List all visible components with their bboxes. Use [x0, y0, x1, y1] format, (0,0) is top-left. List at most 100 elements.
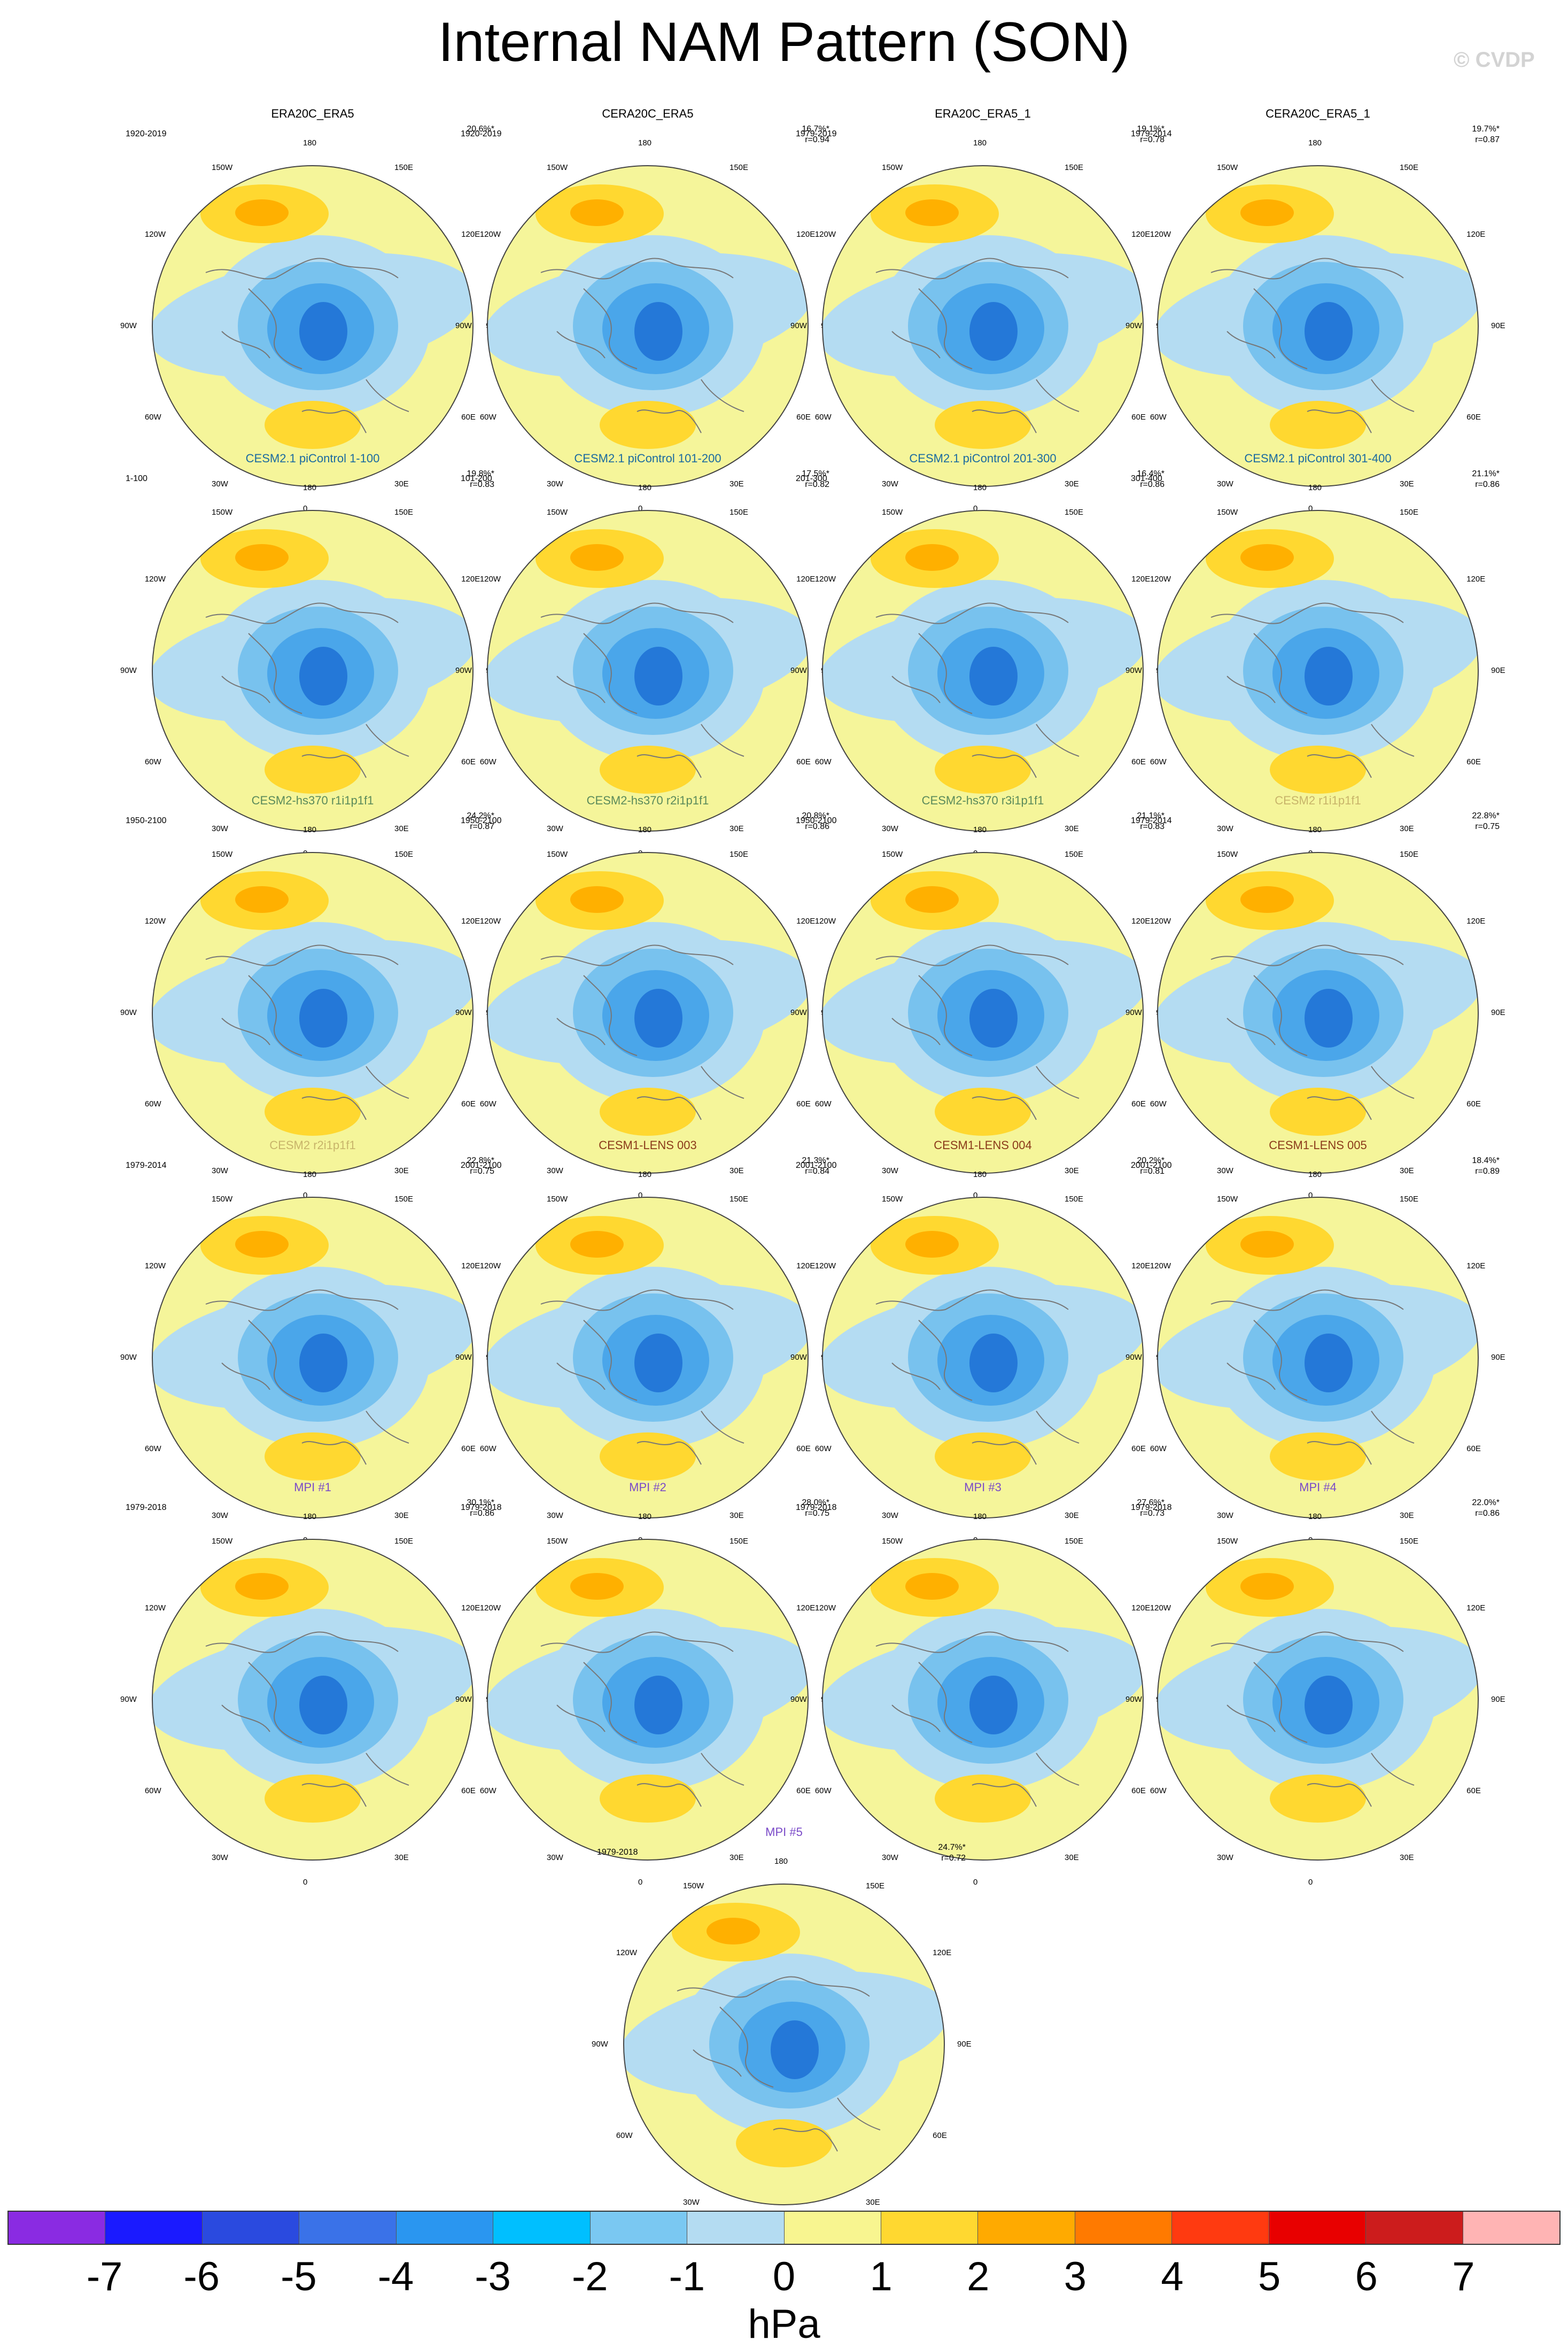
longitude-label: 60W — [814, 1444, 832, 1453]
map-border — [822, 852, 1144, 1174]
panel-period: 101-200 — [461, 474, 492, 483]
longitude-label: 90W — [1125, 1695, 1142, 1704]
longitude-label: 30W — [212, 1166, 228, 1176]
longitude-label: 120W — [814, 1261, 836, 1270]
colorbar-segment — [784, 2212, 881, 2244]
longitude-label: 60W — [479, 1786, 496, 1795]
coastline — [540, 602, 744, 778]
colorbar-segment — [105, 2212, 203, 2244]
panel-title: CERA20C_ERA5_1 — [1266, 107, 1370, 120]
longitude-label: 30E — [729, 1511, 744, 1521]
panel-variance: 24.2%* r=0.87 — [467, 811, 494, 831]
longitude-label: 60W — [616, 2131, 633, 2140]
longitude-label: 0 — [638, 1878, 643, 1887]
longitude-label: 120W — [814, 575, 836, 584]
longitude-label: 120E — [461, 230, 480, 239]
map-border — [487, 1539, 809, 1861]
map-panel: CESM1-LENS 004 2001-2100 20.2%* r=0.81 180 15… — [790, 1138, 1170, 1545]
longitude-label: 0 — [638, 1191, 643, 1200]
longitude-label: 150E — [729, 1194, 749, 1204]
longitude-label: 30E — [729, 1166, 744, 1176]
coastline — [1210, 602, 1415, 778]
coastline — [1210, 258, 1415, 433]
longitude-label: 30E — [1400, 479, 1414, 489]
longitude-label: 180 — [303, 483, 317, 492]
map-border — [822, 510, 1144, 832]
longitude-label: 60W — [144, 1786, 161, 1795]
longitude-label: 120W — [144, 575, 166, 584]
colorbar-tick-label: -6 — [183, 2254, 220, 2299]
watermark: © CVDP — [1454, 48, 1535, 72]
panel-period: 1979-2014 — [1131, 129, 1172, 138]
longitude-label: 120W — [814, 1603, 836, 1613]
longitude-label: 120E — [796, 1603, 816, 1613]
longitude-label: 60W — [144, 757, 161, 766]
longitude-label: 120E — [796, 230, 816, 239]
panel-title: CESM2.1 piControl 201-300 — [909, 452, 1057, 465]
panel-period: 1979-2018 — [597, 1848, 638, 1857]
longitude-label: 90E — [1491, 666, 1505, 675]
panel-title: CERA20C_ERA5 — [602, 107, 694, 120]
longitude-label: 30W — [882, 1511, 898, 1521]
panel-title: MPI #2 — [629, 1481, 666, 1494]
longitude-label: 30E — [729, 824, 744, 834]
longitude-label: 150E — [394, 162, 414, 172]
panel-title: CESM2-hs370 r2i1p1f1 — [586, 794, 709, 807]
longitude-label: 120E — [1466, 1261, 1486, 1270]
colorbar-tick-label: 1 — [870, 2254, 892, 2299]
longitude-label: 180 — [973, 1512, 987, 1521]
coastline — [540, 944, 744, 1120]
panel-period: 1950-2100 — [796, 816, 837, 825]
longitude-label: 90W — [790, 321, 807, 330]
longitude-label: 60W — [1150, 1786, 1167, 1795]
polar-map — [152, 165, 473, 487]
longitude-label: 120W — [1150, 575, 1171, 584]
polar-map — [152, 1197, 473, 1518]
longitude-label: 90W — [120, 1353, 137, 1362]
longitude-label: 180 — [1308, 1512, 1322, 1521]
panel-title: ERA20C_ERA5_1 — [935, 107, 1031, 120]
longitude-label: 180 — [638, 483, 652, 492]
longitude-label: 60W — [479, 1099, 496, 1109]
map-panel: CESM2-hs370 r2i1p1f1 1950-2100 20.8%* r=0.8… — [455, 794, 835, 1200]
coastline — [875, 944, 1080, 1120]
map-panel: MPI #4 1979-2018 22.0%* r=0.86 180 150E 120E 90… — [1125, 1481, 1505, 1887]
colorbar-tick-label: 0 — [772, 2254, 796, 2299]
longitude-label: 60W — [479, 757, 496, 766]
panel-variance: 16.7%* r=0.94 — [802, 125, 829, 144]
longitude-label: 180 — [774, 1857, 788, 1866]
longitude-label: 120W — [814, 230, 836, 239]
panel-variance: 24.7%* r=0.72 — [938, 1843, 966, 1863]
longitude-label: 150E — [1400, 849, 1419, 859]
panel-title: CESM2-hs370 r1i1p1f1 — [251, 794, 374, 807]
longitude-label: 150E — [1400, 1536, 1419, 1546]
longitude-label: 120E — [461, 575, 480, 584]
longitude-label: 30W — [1217, 479, 1233, 489]
panel-period: 1979-2018 — [1131, 1503, 1172, 1512]
colorbar-units: hPa — [748, 2301, 820, 2347]
longitude-label: 120W — [1150, 1603, 1171, 1613]
longitude-label: 60E — [796, 413, 811, 422]
longitude-label: 30W — [1217, 824, 1233, 834]
longitude-label: 120W — [479, 1261, 501, 1270]
longitude-label: 30E — [729, 479, 744, 489]
longitude-label: 90W — [790, 1695, 807, 1704]
longitude-label: 30W — [547, 1511, 563, 1521]
longitude-label: 150W — [212, 162, 233, 172]
longitude-label: 90E — [1491, 1695, 1505, 1704]
panel-variance: 20.8%* r=0.86 — [802, 811, 829, 831]
panel-period: 1920-2019 — [461, 129, 502, 138]
map-border — [487, 510, 809, 832]
colorbar — [7, 2211, 1561, 2245]
longitude-label: 120W — [479, 575, 501, 584]
longitude-label: 30W — [212, 479, 228, 489]
longitude-label: 120E — [1131, 575, 1151, 584]
panel-title: CESM2-hs370 r3i1p1f1 — [921, 794, 1044, 807]
longitude-label: 180 — [638, 1512, 652, 1521]
panel-variance: 19.8%* r=0.83 — [467, 469, 494, 489]
longitude-label: 30E — [729, 1853, 744, 1863]
longitude-label: 30W — [1217, 1853, 1233, 1863]
longitude-label: 90W — [592, 2040, 608, 2049]
panel-title: CESM1-LENS 005 — [1269, 1138, 1367, 1152]
map-border — [152, 1197, 473, 1518]
